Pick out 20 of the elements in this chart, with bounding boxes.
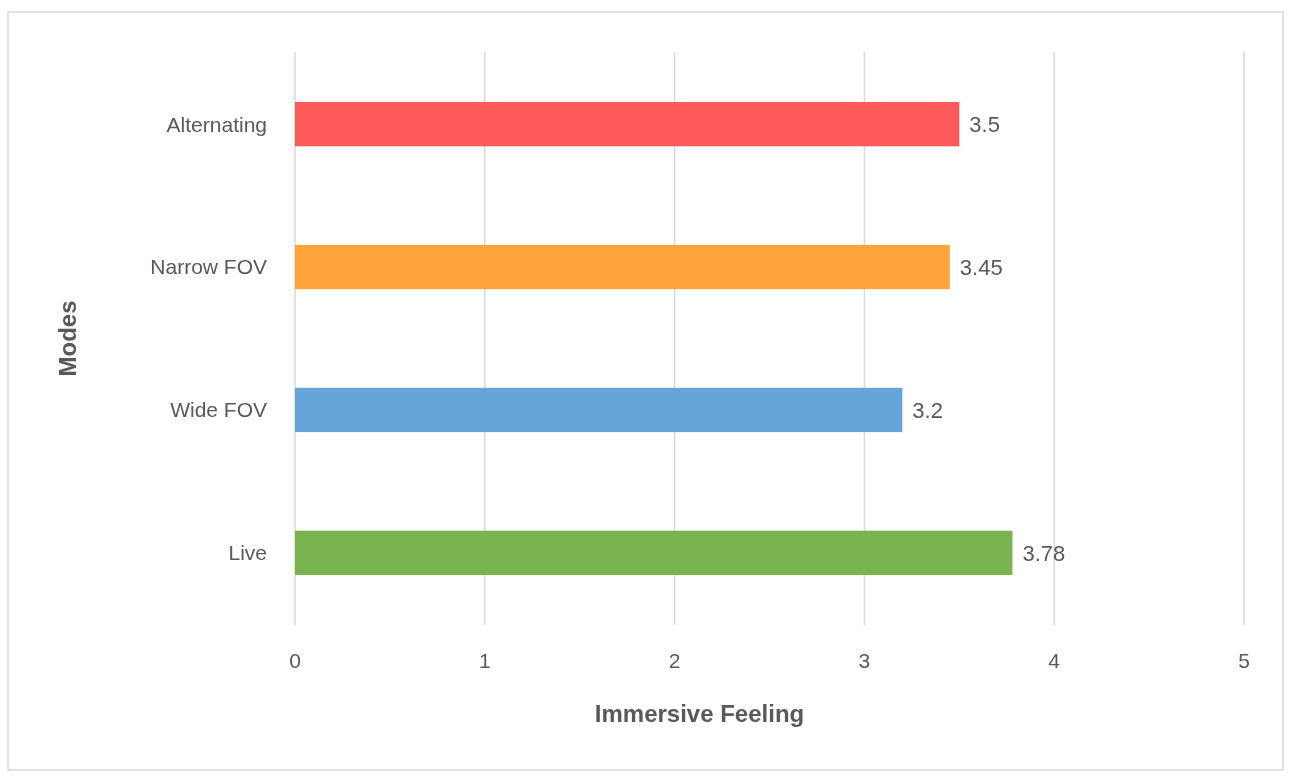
y-tick-label: Live [228, 541, 267, 565]
x-tick-label: 1 [478, 649, 491, 672]
y-tick-label: Alternating [166, 112, 267, 136]
y-axis-title: Modes [54, 300, 81, 377]
y-tick-label: Narrow FOV [150, 255, 267, 279]
x-tick-label: 4 [1048, 649, 1061, 672]
bar [295, 102, 960, 147]
data-label: 3.45 [959, 254, 1003, 280]
bar [295, 244, 950, 290]
x-axis-title: Immersive Feeling [594, 700, 805, 727]
data-label: 3.5 [969, 111, 1000, 137]
y-tick-label: Wide FOV [170, 398, 267, 422]
x-tick-label: 2 [668, 649, 681, 672]
data-label: 3.2 [912, 397, 943, 423]
x-tick-label: 3 [858, 649, 871, 672]
x-tick-label: 0 [289, 649, 301, 672]
data-label: 3.78 [1022, 540, 1066, 566]
bar [295, 530, 1013, 575]
bar [295, 387, 903, 433]
x-tick-label: 5 [1238, 649, 1250, 672]
